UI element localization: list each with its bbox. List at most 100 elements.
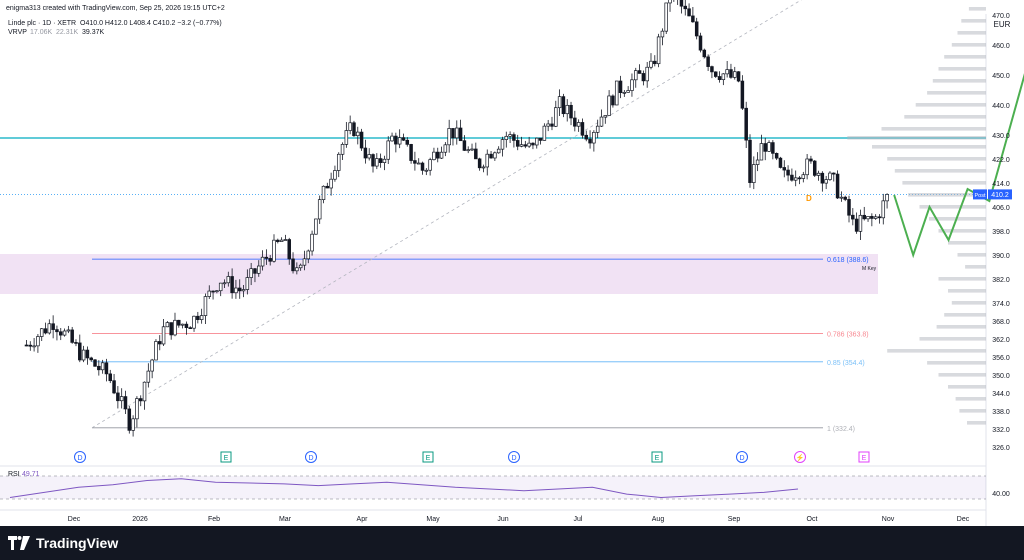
event-marker-1 bbox=[220, 451, 232, 463]
candle-body bbox=[512, 134, 516, 141]
candle-body bbox=[873, 216, 878, 219]
candle-body bbox=[462, 140, 467, 151]
candle-body bbox=[188, 327, 192, 330]
candle-body bbox=[508, 134, 512, 137]
candle-body bbox=[401, 137, 406, 141]
candle-body bbox=[634, 70, 638, 81]
candle-body bbox=[641, 73, 646, 82]
candle-body bbox=[359, 131, 364, 149]
candle-body bbox=[824, 179, 828, 184]
candle-body bbox=[576, 122, 581, 127]
marker-d-label: D bbox=[806, 194, 812, 203]
candle-body bbox=[481, 166, 486, 169]
time-tick-label: Apr bbox=[357, 516, 369, 523]
candle-body bbox=[413, 160, 417, 164]
candle-body bbox=[226, 276, 231, 284]
candle-body bbox=[668, 0, 672, 4]
volume-profile-bar-33 bbox=[938, 373, 986, 377]
candle-body bbox=[298, 264, 303, 269]
candle-body bbox=[158, 341, 162, 345]
candle-body bbox=[748, 139, 752, 183]
volume-profile-bar-35 bbox=[955, 397, 986, 401]
candle-body bbox=[382, 158, 387, 163]
volume-profile-bar-16 bbox=[894, 169, 986, 173]
candle-body bbox=[828, 172, 832, 180]
candle-body bbox=[317, 199, 322, 220]
candle-body bbox=[493, 152, 497, 159]
candle-body bbox=[489, 153, 493, 159]
candle-body bbox=[782, 167, 787, 171]
candle-body bbox=[466, 149, 470, 152]
tradingview-logo[interactable]: TradingView bbox=[8, 535, 118, 551]
rsi-label: RSI bbox=[8, 471, 20, 478]
candle-body bbox=[85, 349, 90, 359]
candle-body bbox=[253, 268, 257, 274]
volume-profile-bar-13 bbox=[847, 136, 986, 140]
candle-body bbox=[36, 336, 40, 347]
price-tick-label: 382.0 bbox=[992, 277, 1010, 284]
volume-profile-bar-21 bbox=[938, 229, 986, 233]
volume-profile-bar-37 bbox=[967, 421, 986, 425]
rsi-line bbox=[9, 478, 799, 499]
candle-body bbox=[812, 160, 817, 176]
candle-body bbox=[607, 95, 611, 116]
candle-body bbox=[801, 174, 806, 179]
candle-body bbox=[138, 398, 143, 402]
candle-body bbox=[287, 239, 291, 260]
volume-profile-bar-2 bbox=[968, 7, 986, 11]
candle-body bbox=[119, 396, 124, 402]
candle-body bbox=[447, 128, 451, 146]
candle-body bbox=[199, 315, 204, 320]
volume-profile-bar-24 bbox=[965, 265, 986, 269]
candle-body bbox=[698, 35, 703, 51]
candle-body bbox=[710, 66, 714, 73]
post-badge-label: Post bbox=[974, 193, 985, 199]
candle-body bbox=[333, 170, 337, 180]
candle-body bbox=[649, 60, 653, 68]
candle-body bbox=[43, 328, 48, 334]
candle-body bbox=[790, 174, 794, 181]
candle-body bbox=[847, 199, 851, 216]
candle-body bbox=[763, 143, 767, 152]
price-tick-label: 470.0 bbox=[992, 13, 1010, 20]
volume-profile-bar-17 bbox=[902, 181, 986, 185]
rsi-band bbox=[0, 476, 986, 499]
candle-body bbox=[706, 56, 710, 67]
candle-body bbox=[531, 142, 535, 146]
volume-profile-bar-26 bbox=[948, 289, 986, 293]
candle-body bbox=[66, 329, 71, 332]
volume-profile-bar-27 bbox=[951, 301, 986, 305]
volume-profile-bar-6 bbox=[944, 55, 986, 59]
candle-body bbox=[843, 196, 847, 200]
time-tick-label: Jul bbox=[574, 516, 583, 523]
candle-body bbox=[809, 158, 813, 162]
candle-body bbox=[180, 323, 185, 326]
candle-body bbox=[55, 329, 59, 333]
candle-body bbox=[47, 323, 52, 334]
candle-body bbox=[249, 268, 253, 278]
candle-body bbox=[523, 144, 528, 147]
candle-body bbox=[588, 138, 592, 144]
candle-body bbox=[291, 258, 295, 272]
candle-body bbox=[584, 134, 589, 140]
candle-body bbox=[832, 172, 836, 175]
chart-canvas[interactable]: 0 (479.4)0.618 (388.6)0.786 (363.8)0.85 … bbox=[0, 0, 1024, 526]
candle-body bbox=[519, 144, 524, 147]
fib-label-1: 0.618 (388.6) bbox=[827, 257, 869, 264]
candle-body bbox=[664, 2, 668, 32]
candle-body bbox=[660, 30, 665, 38]
candle-body bbox=[207, 290, 212, 297]
volume-profile-bar-34 bbox=[948, 385, 986, 389]
event-marker-label-5: E bbox=[655, 455, 660, 462]
price-tick-label: 344.0 bbox=[992, 391, 1010, 398]
event-marker-label-3: E bbox=[426, 455, 431, 462]
rsi-axis-label: 40.00 bbox=[992, 491, 1010, 498]
vrvp-value-0: 17.06K bbox=[30, 29, 53, 36]
time-tick-label: Nov bbox=[882, 516, 895, 523]
volume-profile-bar-23 bbox=[957, 253, 986, 257]
time-tick-label: Mar bbox=[279, 516, 292, 523]
candle-body bbox=[561, 96, 566, 115]
candle-body bbox=[622, 91, 627, 94]
candle-body bbox=[245, 277, 250, 290]
